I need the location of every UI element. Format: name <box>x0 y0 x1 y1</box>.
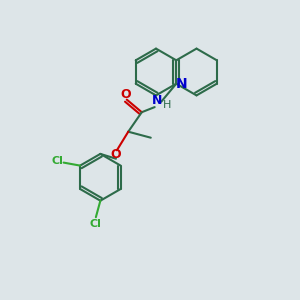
Text: Cl: Cl <box>51 156 63 167</box>
Text: Cl: Cl <box>89 219 101 229</box>
Text: N: N <box>152 94 162 107</box>
Text: O: O <box>120 88 130 101</box>
Text: H: H <box>163 100 171 110</box>
Text: N: N <box>176 77 188 91</box>
Text: O: O <box>110 148 121 161</box>
